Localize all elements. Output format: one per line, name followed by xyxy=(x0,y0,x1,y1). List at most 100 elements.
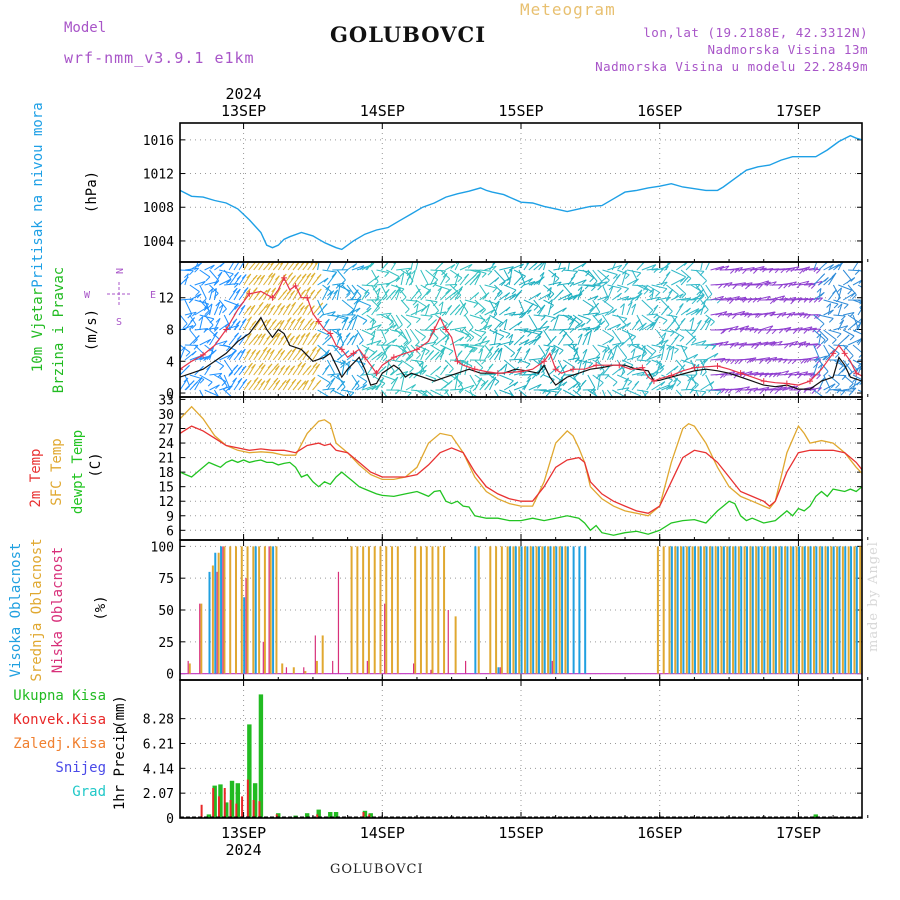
wind-barb xyxy=(474,329,486,333)
wind-barb xyxy=(607,264,622,271)
wind-barb-flag xyxy=(616,287,622,293)
wind-barb-flag xyxy=(695,284,701,289)
wind-gust-marker xyxy=(714,363,721,370)
wind-barb-flag xyxy=(669,331,675,337)
wind-barb xyxy=(592,389,598,397)
wind-barb-flag xyxy=(218,303,224,309)
wind-barb xyxy=(660,271,671,286)
wind-barb-flag xyxy=(858,279,862,284)
wind-barb-flag xyxy=(234,303,239,308)
wind-barb xyxy=(553,267,566,271)
wind-barb-flag xyxy=(540,354,546,360)
wind-barb xyxy=(735,312,749,316)
wind-barb-flag xyxy=(425,350,430,356)
wind-barb-flag xyxy=(847,289,853,295)
wind-gust-marker xyxy=(338,346,345,353)
wind-barb xyxy=(892,370,900,375)
wind-barb-flag xyxy=(644,400,648,404)
wind-barb-flag xyxy=(193,345,199,350)
wind-barb xyxy=(356,384,367,391)
wind-barb-flag xyxy=(260,364,266,370)
wind-barb xyxy=(626,329,634,344)
wind-barb xyxy=(823,329,837,340)
wind-barb xyxy=(690,374,697,386)
wind-barb xyxy=(396,267,411,271)
wind-barb xyxy=(376,282,391,286)
wind-barb-flag xyxy=(828,318,834,323)
wind-barb-flag xyxy=(649,288,654,294)
wind-barb xyxy=(189,284,200,293)
wind-barb-flag xyxy=(867,292,871,296)
wind-barb xyxy=(803,356,819,361)
wind-barb-flag xyxy=(526,377,532,383)
wind-barb-flag xyxy=(608,338,614,344)
wind-barb-flag xyxy=(479,307,485,313)
wind-barb xyxy=(611,344,618,361)
wind-barb-flag xyxy=(573,347,579,352)
wind-barb-flag xyxy=(539,272,545,277)
wind-barb xyxy=(282,317,292,331)
wind-barb xyxy=(878,360,888,369)
wind-barb-flag xyxy=(246,379,252,385)
wind-barb-flag xyxy=(301,289,306,295)
wind-barb xyxy=(823,264,834,271)
wind-barb xyxy=(440,344,454,352)
wind-barb-flag xyxy=(653,313,659,319)
wind-gust-marker xyxy=(806,378,813,385)
wind-gust-marker xyxy=(841,350,848,357)
wind-barb xyxy=(705,352,719,361)
wind-barb xyxy=(376,377,385,391)
wind-barb xyxy=(582,360,588,376)
wind-barb-flag xyxy=(595,356,601,362)
wind-barb-flag xyxy=(416,318,421,324)
wind-barb-flag xyxy=(478,348,483,354)
wind-barb-flag xyxy=(266,287,271,293)
model-name: wrf-nmm_v3.9.1 e1km xyxy=(64,49,255,67)
wind-barb-flag xyxy=(471,274,477,279)
wind-barb xyxy=(430,270,438,286)
precip-total-bar xyxy=(212,785,217,818)
wind-barb xyxy=(616,344,628,358)
precip-conv-bar xyxy=(241,796,244,818)
wind-barb-flag xyxy=(260,380,266,386)
wind-barb xyxy=(828,374,840,385)
wind-barb-flag xyxy=(364,289,369,294)
wind-barb xyxy=(430,299,439,312)
wind-gust-marker xyxy=(315,318,322,325)
wind-barb xyxy=(385,359,390,376)
wind-barb-flag xyxy=(236,274,242,280)
wind-barb-flag xyxy=(252,274,258,280)
wind-barb xyxy=(857,269,862,272)
y-tick-label: 2.07 xyxy=(143,787,174,802)
wind-gust-marker xyxy=(471,366,478,373)
wind-barb xyxy=(469,269,481,274)
wind-barb-flag xyxy=(729,299,734,304)
wind-barb xyxy=(395,284,407,298)
wind-barb-flag xyxy=(305,332,311,337)
wind-barb-flag xyxy=(471,347,476,353)
wind-barb xyxy=(209,384,220,391)
wind-barb-flag xyxy=(324,318,330,324)
wind-barb-flag xyxy=(316,288,322,294)
wind-barb-flag xyxy=(719,373,725,379)
wind-barb xyxy=(715,265,730,271)
wind-barb xyxy=(326,262,332,271)
wind-barb-flag xyxy=(447,380,453,385)
wind-barb-flag xyxy=(324,334,330,340)
wind-barb-flag xyxy=(590,387,596,392)
wind-barb xyxy=(878,287,883,300)
wind-barb-flag xyxy=(822,355,828,361)
wind-barb xyxy=(454,375,459,391)
wind-barb xyxy=(332,389,347,397)
wind-barb xyxy=(597,311,610,316)
wind-barb-flag xyxy=(598,382,604,388)
wind-barb-flag xyxy=(404,308,410,314)
wind-barb xyxy=(499,329,511,335)
wind-barb xyxy=(346,389,352,397)
wind-barb-flag xyxy=(493,304,499,309)
wind-barb-flag xyxy=(830,383,836,389)
wind-barb xyxy=(883,343,896,345)
wind-barb-flag xyxy=(635,343,640,349)
wind-barb-flag xyxy=(304,304,309,310)
wind-barb-flag xyxy=(246,288,251,294)
